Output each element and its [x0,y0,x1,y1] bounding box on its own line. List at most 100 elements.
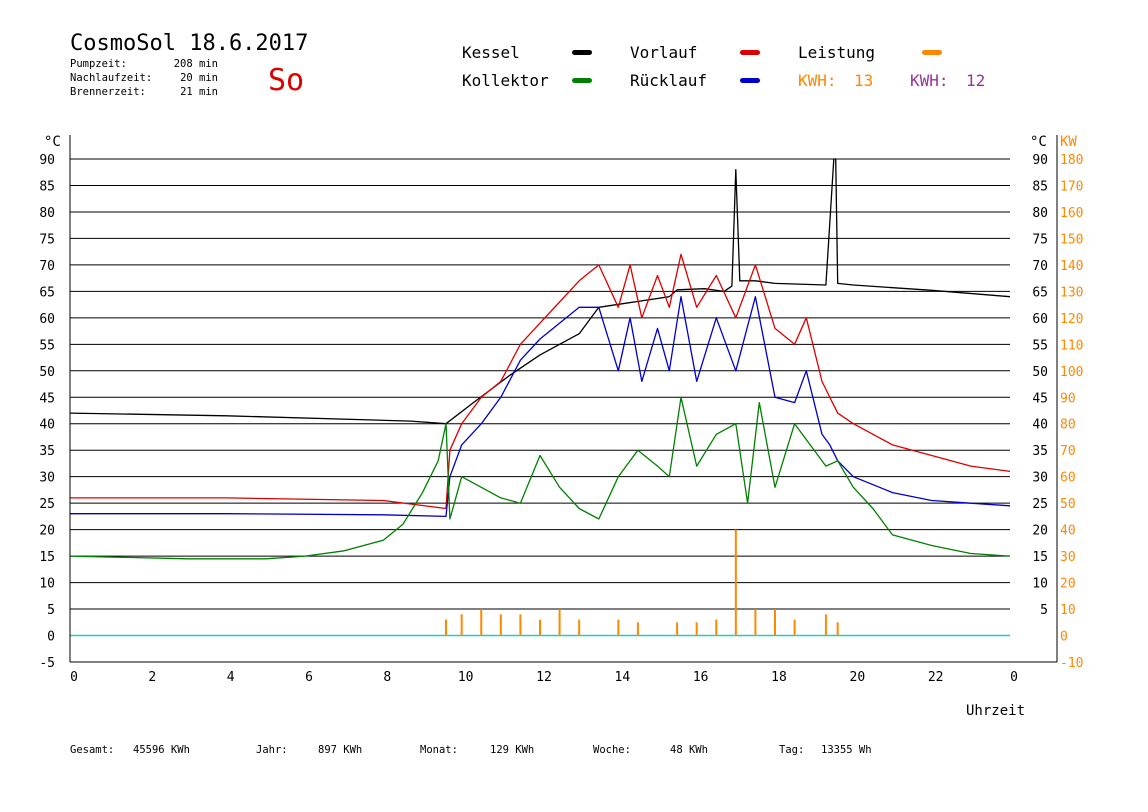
x-axis-label: Uhrzeit [966,703,1025,719]
footer-label: Monat: [420,744,458,756]
right-axis-unit-kw: KW [1060,134,1077,150]
y2-tick-label: 110 [1060,338,1083,353]
x-tick-label: 20 [850,670,866,685]
x-tick-label: 16 [693,670,709,685]
footer-label: Woche: [593,744,631,756]
stat-value: 21 min [180,86,218,98]
y2-tick-label: 160 [1060,206,1083,221]
footer-label: Gesamt: [70,744,114,756]
y2-tick-label: 20 [1060,577,1076,592]
y-right-tick-label: 25 [1032,497,1048,512]
y2-tick-label: -10 [1060,656,1083,671]
y-right-tick-label: 30 [1032,471,1048,486]
grid [70,158,1010,637]
y-right-tick-label: 75 [1032,232,1048,247]
y-tick-label: 20 [39,524,55,539]
y-tick-label: 70 [39,259,55,274]
legend-label-leistung: Leistung [798,43,875,62]
legend-label-kollektor: Kollektor [462,71,549,90]
y-right-tick-label: 70 [1032,259,1048,274]
y-right-tick-label: 50 [1032,365,1048,380]
series-lines [69,158,1011,560]
kwh-value-leistung: 13 [854,71,873,90]
x-tick-label: 6 [305,670,313,685]
stats: Pumpzeit: 208 min Nachlaufzeit: 20 min B… [70,58,218,98]
stat-label: Nachlaufzeit: [70,72,152,84]
legend-label-ruecklauf: Rücklauf [630,71,707,90]
kwh-label-leistung: KWH: [798,71,837,90]
y2-tick-label: 140 [1060,259,1083,274]
kwh-label-purple: KWH: [910,71,949,90]
y-tick-label: 0 [47,630,55,645]
footer-value: 129 KWh [490,744,534,756]
y2-tick-label: 50 [1060,497,1076,512]
footer: Gesamt: 45596 KWh Jahr: 897 KWh Monat: 1… [70,744,872,756]
y2-tick-label: 70 [1060,444,1076,459]
y-tick-label: 50 [39,365,55,380]
footer-value: 897 KWh [318,744,362,756]
y2-tick-label: 40 [1060,524,1076,539]
y-tick-label: 15 [39,550,55,565]
series-line-kollektor [69,396,1011,560]
legend-swatch-ruecklauf [740,78,760,83]
y-right-tick-label: 85 [1032,179,1048,194]
y2-tick-label: 0 [1060,630,1068,645]
x-tick-label: 0 [70,670,78,685]
legend-swatch-kollektor [572,78,592,83]
y-tick-label: -5 [39,656,55,671]
chart-title: CosmoSol 18.6.2017 [70,31,308,56]
axes: 908580757065605550454035302520151050-590… [39,135,1083,685]
y-right-tick-label: 35 [1032,444,1048,459]
power-bars [445,529,839,636]
x-tick-label: 14 [615,670,631,685]
x-tick-label: 2 [148,670,156,685]
footer-value: 45596 KWh [133,744,190,756]
stat-label: Pumpzeit: [70,58,127,70]
legend-label-kessel: Kessel [462,43,520,62]
y-tick-label: 45 [39,391,55,406]
y-tick-label: 25 [39,497,55,512]
y2-tick-label: 30 [1060,550,1076,565]
y2-tick-label: 80 [1060,418,1076,433]
stat-value: 20 min [180,72,218,84]
y-tick-label: 85 [39,179,55,194]
y2-tick-label: 120 [1060,312,1083,327]
stat-label: Brennerzeit: [70,86,146,98]
x-tick-label: 4 [227,670,235,685]
x-tick-label: 18 [771,670,787,685]
y-tick-label: 30 [39,471,55,486]
y-tick-label: 10 [39,577,55,592]
x-tick-label: 12 [536,670,552,685]
x-tick-label: 0 [1010,670,1018,685]
legend-label-vorlauf: Vorlauf [630,43,697,62]
legend-swatch-vorlauf [740,50,760,55]
left-axis-unit: °C [44,134,61,150]
series-line-vorlauf [70,253,1011,510]
y-right-tick-label: 65 [1032,285,1048,300]
x-tick-label: 8 [383,670,391,685]
y-tick-label: 80 [39,206,55,221]
y2-tick-label: 130 [1060,285,1083,300]
footer-value: 13355 Wh [821,744,872,756]
y-tick-label: 40 [39,418,55,433]
y-tick-label: 60 [39,312,55,327]
y-right-tick-label: 80 [1032,206,1048,221]
x-tick-label: 10 [458,670,474,685]
header: CosmoSol 18.6.2017 So Pumpzeit: 208 min … [70,31,308,98]
y-tick-label: 90 [39,153,55,168]
y-right-tick-label: 10 [1032,577,1048,592]
y-right-tick-label: 20 [1032,524,1048,539]
y-right-tick-label: 90 [1032,153,1048,168]
y2-tick-label: 100 [1060,365,1083,380]
y-tick-label: 65 [39,285,55,300]
y2-tick-label: 90 [1060,391,1076,406]
y-right-tick-label: 15 [1032,550,1048,565]
y2-tick-label: 10 [1060,603,1076,618]
y2-tick-label: 170 [1060,179,1083,194]
legend: Kessel Vorlauf Leistung Kollektor Rückla… [462,43,985,90]
right-axis-unit-celsius: °C [1030,134,1047,150]
series-line-ruecklauf [70,296,1011,518]
y-tick-label: 35 [39,444,55,459]
x-tick-label: 22 [928,670,944,685]
